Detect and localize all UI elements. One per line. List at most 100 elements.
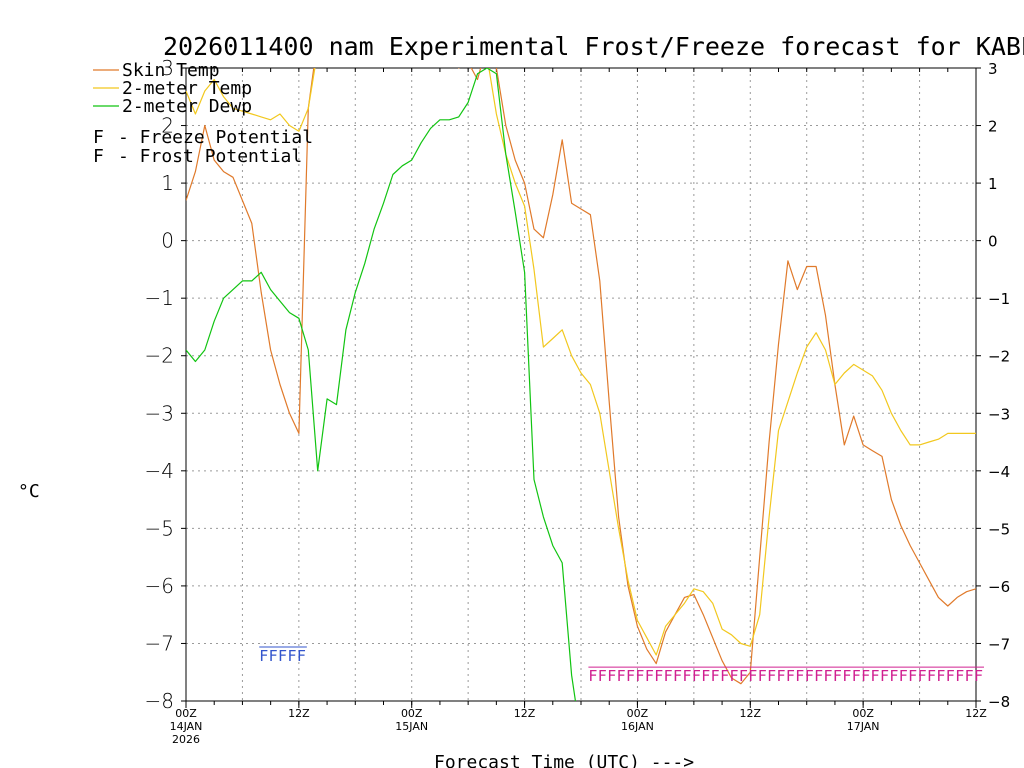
legend-flag-glyph: F xyxy=(93,146,104,167)
y-tick-label-left: −5 xyxy=(145,516,174,540)
legend-label: 2-meter Temp xyxy=(122,78,252,99)
y-tick-label-right: −7 xyxy=(988,635,1010,653)
y-tick-label-left: −3 xyxy=(145,401,174,425)
freeze-flag: F xyxy=(786,667,795,685)
y-tick-label-left: 0 xyxy=(161,229,174,253)
freeze-flag: F xyxy=(852,667,861,685)
freeze-flag: F xyxy=(908,667,917,685)
series-line-2-meter-dewp xyxy=(186,68,577,701)
x-tick-date: 15JAN xyxy=(395,720,428,733)
y-tick-label-left: −2 xyxy=(145,344,174,368)
y-tick-label-right: −5 xyxy=(988,520,1010,538)
y-tick-label-left: −7 xyxy=(145,631,174,655)
y-tick-label-left: −1 xyxy=(145,286,174,310)
freeze-flag: F xyxy=(720,667,729,685)
freeze-flag: F xyxy=(842,667,851,685)
freeze-flag: F xyxy=(899,667,908,685)
y-tick-label-right: 1 xyxy=(988,175,998,193)
freeze-flag: F xyxy=(664,667,673,685)
freeze-flag: F xyxy=(927,667,936,685)
x-tick-year: 2026 xyxy=(172,733,200,746)
x-tick-date: 16JAN xyxy=(621,720,654,733)
y-tick-label-left: 2 xyxy=(161,114,174,138)
freeze-flag: F xyxy=(918,667,927,685)
series-line-skin-temp xyxy=(186,68,976,685)
freeze-flag: F xyxy=(673,667,682,685)
flag-markers: F F F F FF F F F F F F F F F F F F F F F F F F F F F F F F F F F F F F F F F F… xyxy=(259,646,984,685)
y-tick-label-left: 1 xyxy=(161,171,174,195)
freeze-flag: F xyxy=(617,667,626,685)
x-tick-label: 12Z xyxy=(514,707,536,720)
y-tick-label-right: −2 xyxy=(988,348,1010,366)
x-tick-date: 14JAN xyxy=(170,720,203,733)
x-tick-label: 12Z xyxy=(965,707,987,720)
frost-flag: F xyxy=(269,647,278,665)
frost-flag: F xyxy=(259,647,268,665)
x-tick-label: 00Z xyxy=(401,707,423,720)
freeze-flag: F xyxy=(654,667,663,685)
freeze-flag: F xyxy=(739,667,748,685)
freeze-flag: F xyxy=(946,667,955,685)
freeze-flag: F xyxy=(635,667,644,685)
y-tick-label-left: 3 xyxy=(161,56,174,80)
freeze-flag: F xyxy=(748,667,757,685)
legend-label: Skin Temp xyxy=(122,60,220,81)
freeze-flag: F xyxy=(889,667,898,685)
frost-flag: F xyxy=(287,647,296,665)
x-tick-label: 00Z xyxy=(627,707,649,720)
y-tick-label-right: −8 xyxy=(988,693,1010,711)
freeze-flag: F xyxy=(598,667,607,685)
x-axis-label: Forecast Time (UTC) ---> xyxy=(434,752,694,768)
freeze-flag: F xyxy=(588,667,597,685)
freeze-flag: F xyxy=(777,667,786,685)
y-tick-label-right: −4 xyxy=(988,463,1010,481)
freeze-flag: F xyxy=(626,667,635,685)
freeze-flag: F xyxy=(682,667,691,685)
x-tick-date: 17JAN xyxy=(847,720,880,733)
y-tick-label-right: 2 xyxy=(988,118,998,136)
freeze-flag: F xyxy=(936,667,945,685)
freeze-flag: F xyxy=(692,667,701,685)
legend-flag-label: - Freeze Potential xyxy=(118,127,313,148)
freeze-flag: F xyxy=(833,667,842,685)
frost-flag: F xyxy=(297,647,306,665)
freeze-flag: F xyxy=(701,667,710,685)
legend-flag-glyph: F xyxy=(93,127,104,148)
series-lines xyxy=(186,68,976,701)
freeze-flag: F xyxy=(758,667,767,685)
freeze-flag: F xyxy=(861,667,870,685)
freeze-flag: F xyxy=(645,667,654,685)
freeze-flag: F xyxy=(955,667,964,685)
grid-lines xyxy=(186,68,976,701)
y-tick-label-left: −8 xyxy=(145,689,174,713)
y-tick-label-right: −3 xyxy=(988,405,1010,423)
freeze-flag: F xyxy=(880,667,889,685)
freeze-flag: F xyxy=(805,667,814,685)
y-tick-label-right: 0 xyxy=(988,233,998,251)
frost-flag: F xyxy=(278,647,287,665)
series-line-2-meter-temp xyxy=(186,68,976,656)
freeze-flag: F xyxy=(824,667,833,685)
chart-title: 2026011400 nam Experimental Frost/Freeze… xyxy=(163,32,1024,61)
freeze-flag: F xyxy=(767,667,776,685)
plot-frame xyxy=(185,67,977,702)
y-tick-label-left: −6 xyxy=(145,574,174,598)
freeze-flag: F xyxy=(965,667,974,685)
freeze-flag: F xyxy=(974,667,983,685)
freeze-flag: F xyxy=(711,667,720,685)
freeze-flag: F xyxy=(871,667,880,685)
freeze-flag: F xyxy=(729,667,738,685)
y-tick-label-right: −6 xyxy=(988,578,1010,596)
x-tick-label: 12Z xyxy=(740,707,762,720)
x-tick-label: 12Z xyxy=(288,707,310,720)
x-tick-label: 00Z xyxy=(175,707,197,720)
x-tick-label: 00Z xyxy=(852,707,874,720)
legend-label: 2-meter Dewp xyxy=(122,96,252,117)
y-tick-label-left: −4 xyxy=(145,459,174,483)
freeze-flag: F xyxy=(795,667,804,685)
y-tick-label-right: −1 xyxy=(988,290,1010,308)
y-axis-ticks: 3 3 2 2 1 1 0 0 −1 −1 −2 −2 −3 −3 −4 −4 −5 −5 −6 −6 −7 −7 −8 −8 xyxy=(145,56,1011,713)
